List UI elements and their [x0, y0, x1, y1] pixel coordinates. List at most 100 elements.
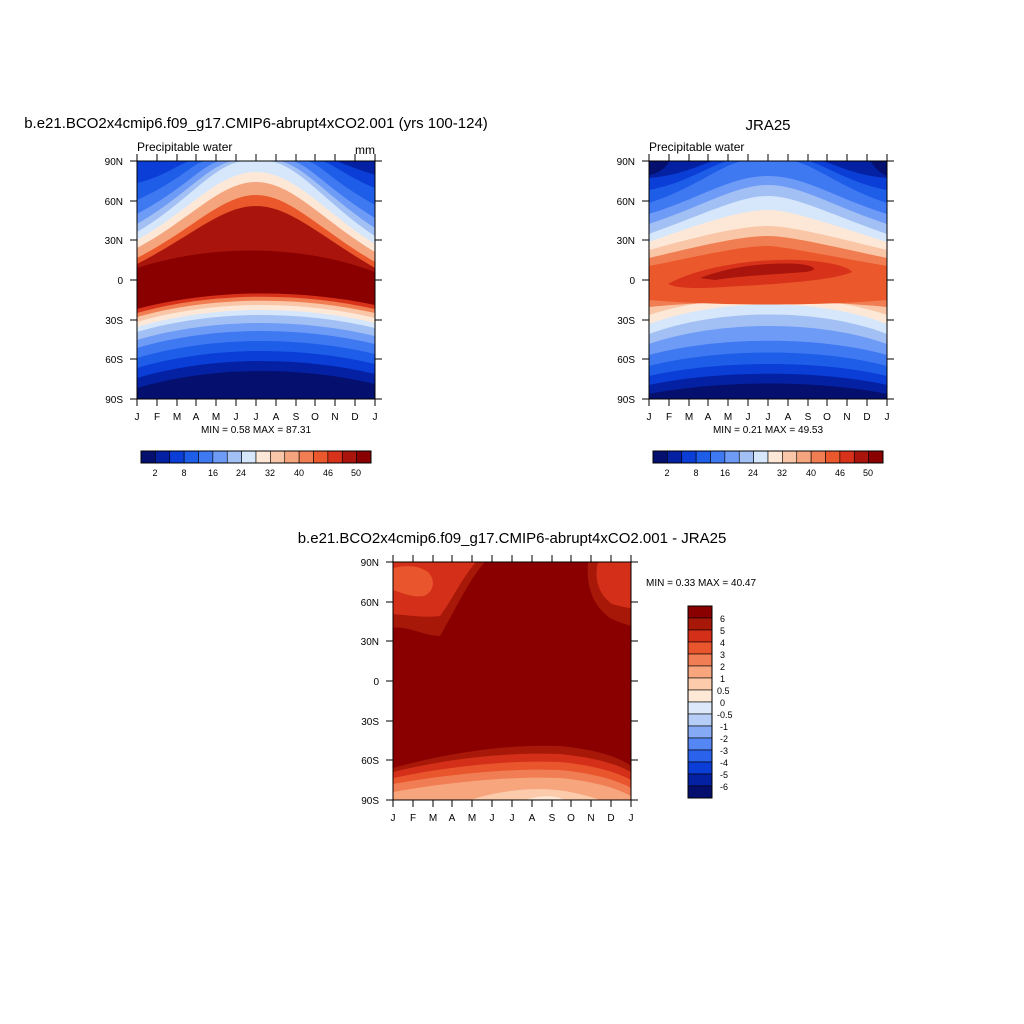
y-tick-label: 0 [117, 276, 123, 287]
x-tick-label: J [234, 412, 239, 423]
colorbar-label: 5 [720, 626, 725, 636]
colorbar-label: -2 [720, 734, 728, 744]
colorbar-swatch [298, 450, 314, 464]
colorbar-label: 0 [720, 698, 725, 708]
x-tick-label: J [135, 412, 140, 423]
x-tick-label: A [193, 412, 200, 423]
colorbar-label: 16 [208, 468, 218, 478]
panel-model-title: b.e21.BCO2x4cmip6.f09_g17.CMIP6-abrupt4x… [24, 115, 488, 132]
y-tick-label: 30S [361, 717, 379, 728]
y-tick-label: 0 [373, 677, 379, 688]
colorbar-label: 2 [664, 468, 669, 478]
panel-observation-colorbar: 2 8 16 24 32 40 46 50 [652, 450, 884, 478]
x-tick-label: J [391, 813, 396, 824]
colorbar-label: -6 [720, 782, 728, 792]
colorbar-swatch [687, 785, 713, 799]
panel-observation-field [649, 161, 887, 399]
x-tick-label: J [510, 813, 515, 824]
colorbar-swatch [198, 450, 214, 464]
colorbar-swatch [710, 450, 726, 464]
y-tick-label: 60S [361, 756, 379, 767]
y-tick-label: 90N [617, 157, 635, 168]
panel-difference-colorbar: 6 5 4 3 2 1 0.5 0 -0.5 -1 -2 -3 -4 -5 -6 [687, 605, 733, 799]
colorbar-label: 50 [351, 468, 361, 478]
colorbar-label: 2 [720, 662, 725, 672]
colorbar-swatch [687, 713, 713, 727]
colorbar-label: 8 [693, 468, 698, 478]
x-tick-label: M [724, 412, 732, 423]
panel-model-variable-label: Precipitable water [137, 140, 232, 154]
colorbar-label: 0.5 [717, 686, 730, 696]
x-tick-label: J [647, 412, 652, 423]
x-tick-label: N [843, 412, 850, 423]
colorbar-swatch [183, 450, 199, 464]
panel-model: b.e21.BCO2x4cmip6.f09_g17.CMIP6-abrupt4x… [24, 115, 488, 478]
x-tick-label: M [173, 412, 181, 423]
x-tick-label: A [785, 412, 792, 423]
x-tick-label: J [746, 412, 751, 423]
colorbar-swatch [687, 677, 713, 691]
colorbar-swatch [767, 450, 783, 464]
colorbar-label: -1 [720, 722, 728, 732]
colorbar-swatch [687, 665, 713, 679]
y-tick-label: 90S [617, 395, 635, 406]
x-tick-label: D [863, 412, 870, 423]
y-tick-label: 90S [105, 395, 123, 406]
colorbar-swatch [687, 689, 713, 703]
x-tick-label: F [666, 412, 672, 423]
x-tick-label: N [587, 813, 594, 824]
x-tick-label: M [468, 813, 476, 824]
colorbar-swatch [212, 450, 228, 464]
y-tick-label: 60N [105, 197, 123, 208]
x-tick-label: D [351, 412, 358, 423]
colorbar-swatch [687, 701, 713, 715]
x-tick-label: A [273, 412, 280, 423]
y-tick-label: 90N [361, 558, 379, 569]
colorbar-label: 6 [720, 614, 725, 624]
colorbar-swatch [284, 450, 300, 464]
x-tick-label: J [885, 412, 890, 423]
x-tick-label: J [629, 813, 634, 824]
colorbar-swatch [169, 450, 185, 464]
colorbar-swatch [687, 617, 713, 631]
colorbar-swatch [313, 450, 329, 464]
x-tick-label: O [311, 412, 319, 423]
panel-observation-variable-label: Precipitable water [649, 140, 744, 154]
panel-difference-y-axis: 90N 60N 30N 0 30S 60S 90S [361, 558, 638, 807]
colorbar-label: 4 [720, 638, 725, 648]
x-tick-label: S [293, 412, 300, 423]
colorbar-label: -0.5 [717, 710, 733, 720]
colorbar-swatches [140, 450, 372, 464]
panel-model-y-axis: 90N 60N 30N 0 30S 60S 90S [105, 157, 382, 406]
colorbar-label: 46 [835, 468, 845, 478]
x-tick-label: M [212, 412, 220, 423]
y-tick-label: 90N [105, 157, 123, 168]
y-tick-label: 90S [361, 796, 379, 807]
panel-difference-title: b.e21.BCO2x4cmip6.f09_g17.CMIP6-abrupt4x… [298, 530, 727, 547]
colorbar-label: 1 [720, 674, 725, 684]
colorbar-swatch [687, 773, 713, 787]
panel-observation: JRA25 Precipitable water [617, 117, 894, 478]
colorbar-swatch [687, 629, 713, 643]
colorbar-swatch [782, 450, 798, 464]
colorbar-label: 32 [265, 468, 275, 478]
colorbar-swatch [853, 450, 869, 464]
y-tick-label: 30S [105, 316, 123, 327]
colorbar-label: 50 [863, 468, 873, 478]
colorbar-swatch [687, 605, 713, 619]
colorbar-swatch [226, 450, 242, 464]
colorbar-swatch [356, 450, 372, 464]
colorbar-label: 40 [806, 468, 816, 478]
colorbar-swatch [140, 450, 156, 464]
panel-model-x-axis: J F M A M J J A S O N D J [135, 154, 378, 423]
colorbar-swatch [695, 450, 711, 464]
colorbar-swatch [652, 450, 668, 464]
colorbar-label: 40 [294, 468, 304, 478]
panel-observation-y-axis: 90N 60N 30N 0 30S 60S 90S [617, 157, 894, 406]
y-tick-label: 30N [361, 637, 379, 648]
colorbar-swatch [868, 450, 884, 464]
y-tick-label: 30N [105, 236, 123, 247]
panel-model-stats: MIN = 0.58 MAX = 87.31 [201, 425, 311, 436]
panel-model-colorbar: 2 8 16 24 32 40 46 50 [140, 450, 372, 478]
colorbar-swatch [687, 749, 713, 763]
